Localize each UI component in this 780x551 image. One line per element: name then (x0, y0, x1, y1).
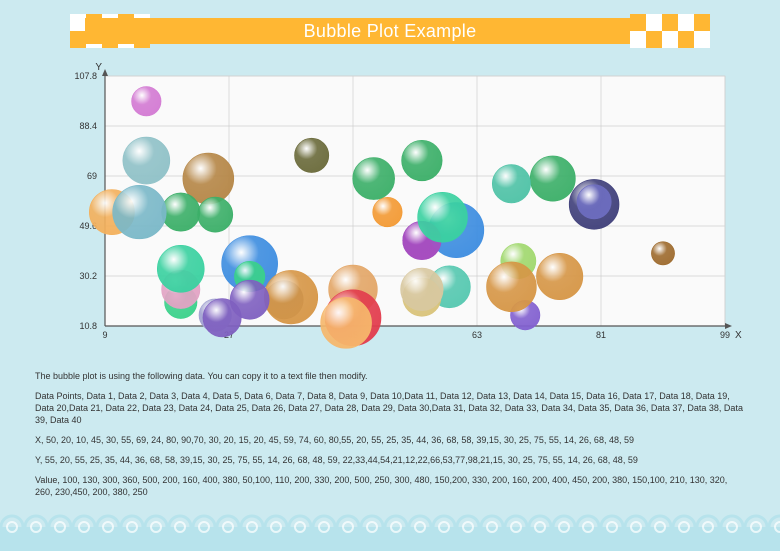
footer-yrow: Y, 55, 20, 55, 25, 35, 44, 36, 68, 58, 3… (35, 454, 745, 466)
checker-right (630, 14, 710, 48)
bubble (418, 192, 468, 242)
bubble (203, 299, 241, 337)
footer-xrow: X, 50, 20, 10, 45, 30, 55, 69, 24, 80, 9… (35, 434, 745, 446)
footer-datapoints: Data Points, Data 1, Data 2, Data 3, Dat… (35, 390, 745, 426)
bubble (113, 185, 167, 239)
bubble (162, 193, 200, 231)
svg-text:69: 69 (87, 171, 97, 181)
svg-text:107.8: 107.8 (74, 71, 97, 81)
bubble (132, 87, 161, 116)
bubble (295, 138, 329, 172)
svg-text:99: 99 (720, 330, 730, 340)
bubble (198, 197, 233, 232)
bubble (401, 268, 444, 311)
bubble (321, 297, 372, 348)
page: Bubble Plot Example 9274563819910.830.24… (0, 0, 780, 551)
bubble (123, 137, 170, 184)
svg-text:81: 81 (596, 330, 606, 340)
title-text: Bubble Plot Example (304, 21, 477, 42)
footer-text: The bubble plot is using the following d… (35, 370, 745, 506)
bubble (577, 185, 611, 219)
svg-text:63: 63 (472, 330, 482, 340)
svg-text:9: 9 (102, 330, 107, 340)
svg-text:Y: Y (95, 62, 102, 73)
footer-intro: The bubble plot is using the following d… (35, 370, 745, 382)
bubble (264, 270, 318, 324)
chart-svg: 9274563819910.830.249.66988.4107.8XY (35, 56, 745, 356)
title-bar: Bubble Plot Example (85, 18, 695, 44)
bubble (530, 156, 575, 201)
footer-vrow: Value, 100, 130, 300, 360, 500, 200, 160… (35, 474, 745, 498)
svg-text:X: X (735, 330, 742, 341)
svg-text:30.2: 30.2 (79, 271, 97, 281)
svg-text:88.4: 88.4 (79, 121, 97, 131)
bubble (487, 262, 537, 312)
bubble (402, 140, 443, 181)
bubble (492, 165, 530, 203)
bubble-chart: 9274563819910.830.249.66988.4107.8XY (35, 56, 745, 356)
bubble (373, 197, 402, 226)
bubble (353, 158, 395, 200)
bubble (157, 245, 204, 292)
svg-text:10.8: 10.8 (79, 321, 97, 331)
bubble (536, 253, 582, 299)
bubble (651, 242, 674, 265)
wave-decoration (0, 507, 780, 551)
